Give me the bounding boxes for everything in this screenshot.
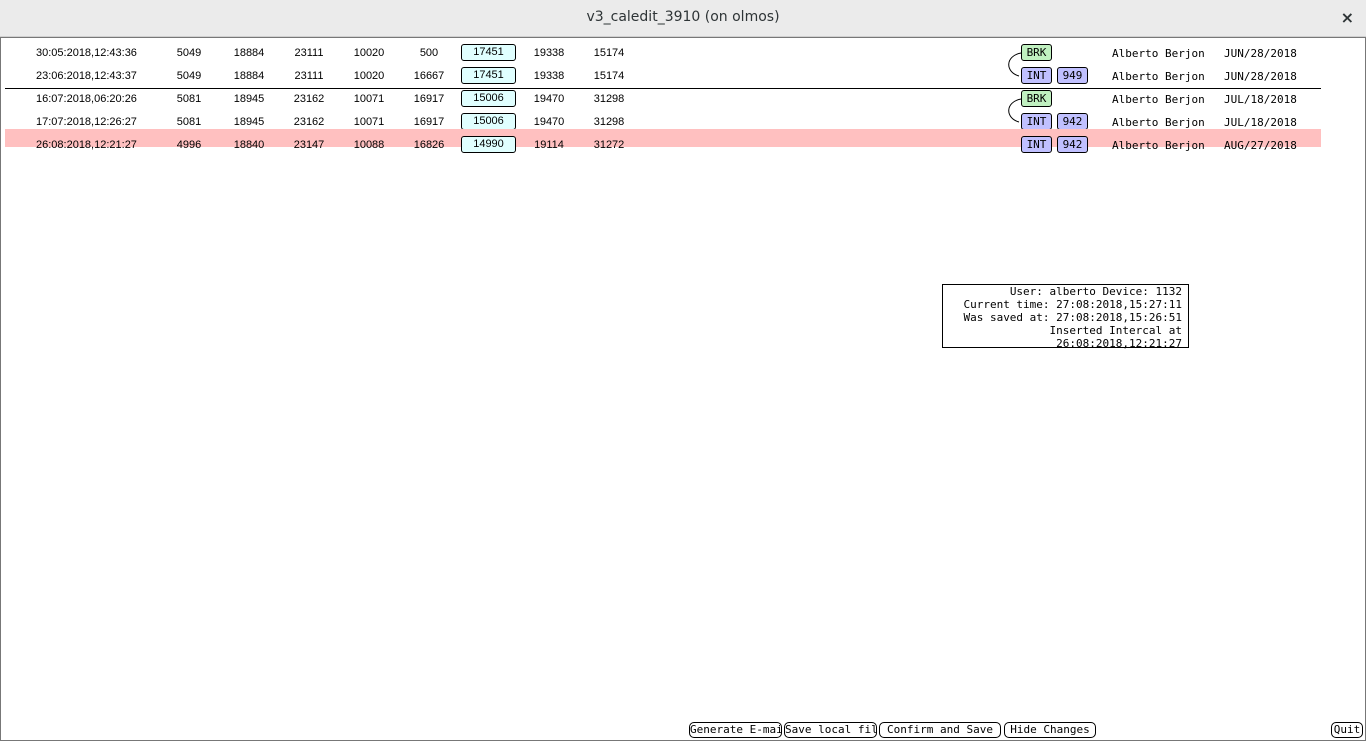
row-value: 15174: [593, 47, 625, 59]
row-date: 16:07:2018,06:20:26: [36, 93, 137, 105]
row-value: 10088: [353, 139, 385, 151]
tag: INT: [1021, 136, 1052, 153]
row-value: 18884: [233, 47, 265, 59]
row-value: 16917: [413, 116, 445, 128]
tag: INT: [1021, 113, 1052, 130]
highlight: [5, 129, 1321, 147]
row-value: 23162: [293, 116, 325, 128]
row-value: 10071: [353, 93, 385, 105]
row-value: 19338: [533, 70, 565, 82]
row-value: 23162: [293, 93, 325, 105]
row-value: 17451: [461, 67, 516, 84]
row-value: 17451: [461, 44, 516, 61]
button[interactable]: Quit: [1331, 722, 1363, 738]
button[interactable]: Hide Changes: [1004, 722, 1096, 738]
row-value: 10020: [353, 70, 385, 82]
tag: 942: [1057, 136, 1088, 153]
tag: BRK: [1021, 90, 1052, 107]
button[interactable]: Generate E-mail: [689, 722, 782, 738]
row-value: 5049: [176, 70, 202, 82]
row-value: 16917: [413, 93, 445, 105]
row-value: 16826: [413, 139, 445, 151]
tag: BRK: [1021, 44, 1052, 61]
button[interactable]: Save local file: [784, 722, 877, 738]
row-day: JUL/18/2018: [1224, 116, 1297, 129]
row-value: 500: [419, 47, 439, 59]
row-value: 31298: [593, 93, 625, 105]
row-value: 5049: [176, 47, 202, 59]
row-value: 5081: [176, 116, 202, 128]
row-value: 23111: [294, 70, 324, 82]
row-value: 10071: [353, 116, 385, 128]
row-value: 15174: [593, 70, 625, 82]
close-button[interactable]: ×: [1340, 8, 1354, 27]
row-user: Alberto Berjon: [1112, 116, 1205, 129]
row-value: 23111: [294, 47, 324, 59]
row-value: 23147: [293, 139, 325, 151]
info-line: Inserted Intercal at 26:08:2018,12:21:27: [1049, 324, 1182, 350]
row-day: JUN/28/2018: [1224, 47, 1297, 60]
title-bar: v3_caledit_3910 (on olmos) ×: [0, 0, 1366, 37]
row-value: 18884: [233, 70, 265, 82]
info-line: Was saved at: 27:08:2018,15:26:51: [963, 311, 1182, 324]
row-value: 31272: [593, 139, 625, 151]
row-value: 18840: [233, 139, 265, 151]
row-date: 17:07:2018,12:26:27: [36, 116, 137, 128]
info-line: Current time: 27:08:2018,15:27:11: [963, 298, 1182, 311]
row-value: 15006: [461, 90, 516, 107]
row-value: 19470: [533, 116, 565, 128]
row-value: 18945: [233, 93, 265, 105]
link-arrow: [1008, 52, 1022, 77]
row-value: 14990: [461, 136, 516, 153]
row-value: 5081: [176, 93, 202, 105]
info-line: User: alberto Device: 1132: [1009, 285, 1182, 298]
window-title: v3_caledit_3910 (on olmos): [586, 9, 780, 25]
row-value: 18945: [233, 116, 265, 128]
link-arrow: [1008, 98, 1022, 123]
row-value: 19470: [533, 93, 565, 105]
button[interactable]: Confirm and Save: [879, 722, 1001, 738]
row-value: 4996: [176, 139, 202, 151]
info-box: User: alberto Device: 1132 Current time: …: [942, 284, 1189, 350]
row-user: Alberto Berjon: [1112, 93, 1205, 106]
row-user: Alberto Berjon: [1112, 139, 1205, 152]
row-value: 19114: [534, 139, 564, 151]
row-date: 23:06:2018,12:43:37: [36, 70, 137, 82]
row-user: Alberto Berjon: [1112, 70, 1205, 83]
row-value: 16667: [413, 70, 445, 82]
row-value: 19338: [533, 47, 565, 59]
row-date: 30:05:2018,12:43:36: [36, 47, 137, 59]
row-day: JUN/28/2018: [1224, 70, 1297, 83]
row-day: JUL/18/2018: [1224, 93, 1297, 106]
row-day: AUG/27/2018: [1224, 139, 1297, 152]
row-date: 26:08:2018,12:21:27: [36, 139, 137, 151]
row-user: Alberto Berjon: [1112, 47, 1205, 60]
row-value: 31298: [593, 116, 625, 128]
tag: 949: [1057, 67, 1088, 84]
row-value: 10020: [353, 47, 385, 59]
tag: INT: [1021, 67, 1052, 84]
